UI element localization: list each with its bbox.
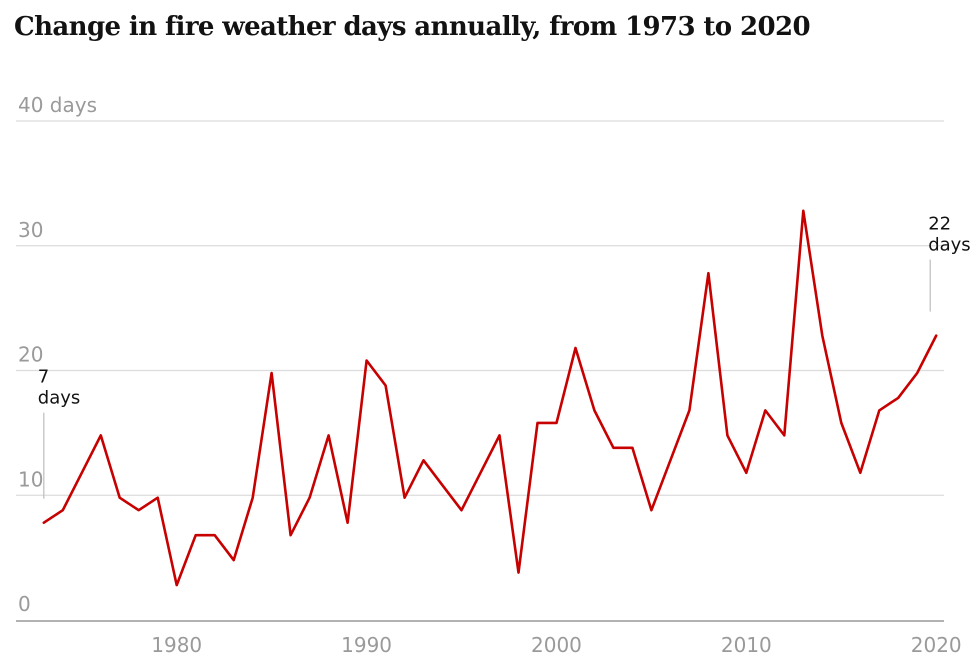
data-point-2010 xyxy=(745,472,748,475)
data-point-2009 xyxy=(726,434,729,437)
data-point-2018 xyxy=(897,397,900,400)
data-point-1996 xyxy=(479,472,482,475)
x-tick-label-1980: 1980 xyxy=(151,633,202,657)
data-point-2019 xyxy=(916,372,919,375)
data-point-1989 xyxy=(346,521,349,524)
data-point-1987 xyxy=(308,496,311,499)
data-point-1976 xyxy=(100,434,103,437)
data-point-2016 xyxy=(859,472,862,475)
data-point-2004 xyxy=(631,447,634,450)
data-point-2002 xyxy=(593,409,596,412)
data-point-2003 xyxy=(612,447,615,450)
data-point-1994 xyxy=(441,484,444,487)
data-point-2014 xyxy=(821,334,824,337)
data-point-2005 xyxy=(650,509,653,512)
y-tick-label-20: 20 xyxy=(18,343,43,367)
data-point-1979 xyxy=(156,496,159,499)
data-point-1995 xyxy=(460,509,463,512)
data-point-1980 xyxy=(175,584,178,587)
data-point-2017 xyxy=(878,409,881,412)
data-point-2000 xyxy=(555,422,558,425)
data-point-1982 xyxy=(213,534,216,537)
data-point-2013 xyxy=(802,210,805,213)
data-point-1983 xyxy=(232,559,235,562)
y-tick-label-10: 10 xyxy=(18,467,43,491)
data-point-2001 xyxy=(574,347,577,350)
data-point-1998 xyxy=(517,571,520,574)
data-point-1978 xyxy=(137,509,140,512)
data-point-1991 xyxy=(384,384,387,387)
data-point-2008 xyxy=(707,272,710,275)
data-point-2015 xyxy=(840,422,843,425)
data-point-2011 xyxy=(764,409,767,412)
data-point-1993 xyxy=(422,459,425,462)
data-point-1981 xyxy=(194,534,197,537)
data-point-1974 xyxy=(62,509,65,512)
data-point-1986 xyxy=(289,534,292,537)
gridlines xyxy=(16,120,944,496)
data-point-2007 xyxy=(688,409,691,412)
data-point-1988 xyxy=(327,434,330,437)
data-point-1990 xyxy=(365,359,368,362)
x-tick-label-2020: 2020 xyxy=(911,633,962,657)
y-tick-label-0: 0 xyxy=(18,592,31,616)
x-tick-label-1990: 1990 xyxy=(341,633,392,657)
x-tick-label-2010: 2010 xyxy=(721,633,772,657)
annotation-unit-2020: days xyxy=(928,235,971,256)
y-tick-label-30: 30 xyxy=(18,218,43,242)
x-axis: 1980 1990 2000 2010 2020 xyxy=(16,620,962,657)
data-point-1984 xyxy=(251,496,254,499)
data-point-1975 xyxy=(81,472,84,475)
series xyxy=(42,209,938,587)
annotation-value-2020: 22 xyxy=(928,214,951,235)
data-point-1997 xyxy=(498,434,501,437)
x-tick-label-2000: 2000 xyxy=(531,633,582,657)
y-axis-ticks: 40 days 30 20 10 0 xyxy=(18,93,97,616)
annotation-value-1973: 7 xyxy=(38,367,49,388)
data-point-1985 xyxy=(270,372,273,375)
data-point-1992 xyxy=(403,496,406,499)
data-point-1977 xyxy=(118,496,121,499)
y-tick-label-40: 40 days xyxy=(18,93,97,117)
data-point-2020 xyxy=(935,334,938,337)
data-point-1973 xyxy=(43,521,46,524)
data-point-1999 xyxy=(536,422,539,425)
series-line-0 xyxy=(42,209,938,587)
annotation-unit-1973: days xyxy=(38,388,80,409)
data-point-2006 xyxy=(669,459,672,462)
data-point-2012 xyxy=(783,434,786,437)
chart-title: Change in fire weather days annually, fr… xyxy=(14,12,811,42)
